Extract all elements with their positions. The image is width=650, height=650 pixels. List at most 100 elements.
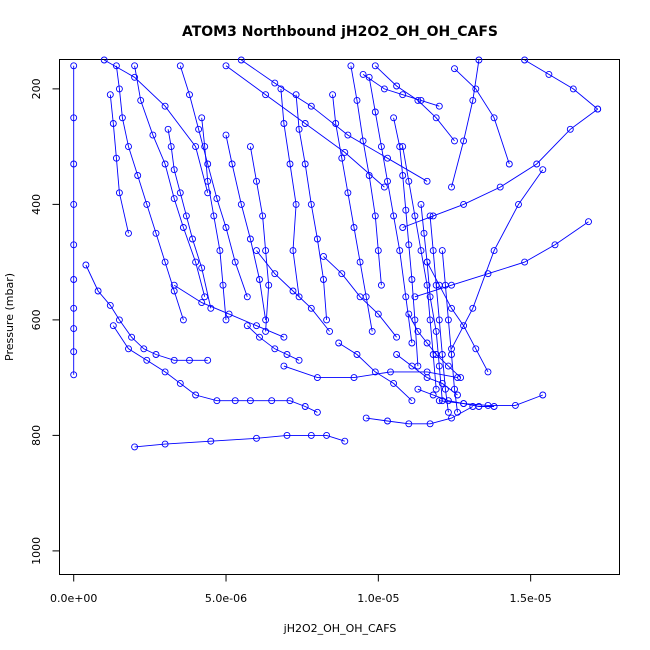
data-point <box>170 356 178 364</box>
data-point <box>112 62 120 70</box>
data-point <box>539 391 547 399</box>
data-point <box>186 91 193 99</box>
series-line <box>439 394 543 406</box>
data-point <box>435 316 443 324</box>
data-point <box>396 247 404 255</box>
x-tick-label: 1.0e-05 <box>357 592 399 605</box>
data-point <box>237 200 245 208</box>
data-point <box>198 264 206 272</box>
data-point <box>475 403 483 410</box>
series-line <box>451 169 544 350</box>
data-point <box>408 276 416 283</box>
data-point <box>70 371 78 379</box>
data-point <box>307 431 315 439</box>
data-point <box>280 120 288 127</box>
data-point <box>353 351 361 358</box>
data-point <box>384 417 391 425</box>
data-point <box>393 333 401 341</box>
data-point <box>283 351 291 358</box>
data-point <box>341 148 349 156</box>
data-point <box>152 351 160 358</box>
data-point <box>475 56 483 64</box>
series-group <box>109 322 321 416</box>
data-point <box>347 62 355 70</box>
data-point <box>393 82 401 90</box>
data-point <box>283 431 291 439</box>
series-group <box>246 143 273 335</box>
series-group <box>277 85 303 301</box>
series-group <box>362 403 477 428</box>
series-group <box>292 91 331 324</box>
data-point <box>338 270 346 278</box>
data-point <box>131 443 139 451</box>
data-point <box>115 189 123 197</box>
data-point <box>365 172 373 179</box>
data-point <box>271 345 279 353</box>
series-line <box>173 284 285 338</box>
data-point <box>253 177 260 185</box>
series-group <box>347 62 385 289</box>
data-point <box>484 401 492 409</box>
data-point <box>438 379 446 387</box>
data-point <box>405 310 413 318</box>
y-tick-label: 600 <box>30 309 43 330</box>
x-axis: 0.0e+00 5.0e-06 1.0e-05 1.5e-05 <box>50 574 552 605</box>
data-point <box>207 437 215 445</box>
series-group <box>82 261 212 364</box>
data-point <box>143 356 151 364</box>
data-point <box>350 374 358 382</box>
data-point <box>444 316 452 324</box>
x-tick-label: 1.5e-05 <box>510 592 552 605</box>
data-point <box>246 397 254 405</box>
series-line <box>402 108 598 228</box>
series-group <box>399 143 440 393</box>
data-point <box>313 235 321 243</box>
data-point <box>380 183 388 191</box>
data-point <box>182 212 190 220</box>
data-point <box>313 374 321 382</box>
series-line <box>426 261 489 373</box>
series-line <box>295 94 328 320</box>
series-line <box>283 365 458 379</box>
series-line <box>241 59 428 182</box>
series-line <box>396 354 458 396</box>
data-point <box>356 293 364 301</box>
x-tick-label: 0.0e+00 <box>50 592 97 605</box>
data-point <box>569 85 577 93</box>
data-point <box>307 102 315 110</box>
data-point <box>393 351 401 358</box>
data-point <box>432 351 440 358</box>
data-point <box>377 143 385 151</box>
data-point <box>225 310 233 318</box>
data-point <box>295 356 303 364</box>
series-group <box>371 62 458 145</box>
data-point <box>259 212 267 220</box>
data-point <box>408 397 416 405</box>
data-point <box>353 96 361 104</box>
data-point <box>399 224 407 231</box>
data-point <box>106 91 114 99</box>
series-group <box>131 431 349 451</box>
data-point <box>438 247 446 255</box>
series-group <box>112 62 187 324</box>
data-point <box>521 56 529 64</box>
data-point <box>490 247 498 255</box>
data-point <box>106 301 114 309</box>
series-group <box>359 70 443 110</box>
data-point <box>204 356 212 364</box>
data-point <box>408 339 416 347</box>
data-point <box>371 368 379 376</box>
data-point <box>326 327 334 335</box>
data-point <box>469 304 477 312</box>
series-line <box>362 74 440 107</box>
data-point <box>216 247 224 255</box>
data-point <box>414 96 422 104</box>
series-line <box>109 94 129 234</box>
data-point <box>414 385 422 393</box>
data-point <box>301 160 309 168</box>
y-tick-label: 1000 <box>30 537 43 565</box>
data-point <box>265 281 273 289</box>
series-group <box>170 281 288 341</box>
data-point <box>82 261 90 269</box>
data-point <box>176 62 184 70</box>
